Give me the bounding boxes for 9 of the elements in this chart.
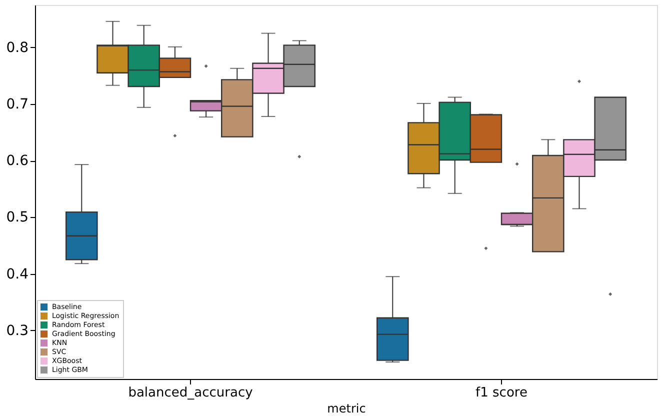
y-tick-label: 0.6	[6, 153, 29, 170]
x-tick-label: balanced_accuracy	[128, 386, 254, 400]
x-tick-label: f1 score	[476, 386, 528, 400]
y-tick-label: 0.7	[6, 96, 28, 113]
y-tick-label: 0.8	[6, 40, 28, 56]
y-tick-label: 0.3	[6, 322, 28, 339]
y-tick-label: 0.4	[6, 266, 29, 282]
y-tick-label: 0.5	[6, 210, 28, 226]
x-axis-title: metric	[327, 402, 366, 416]
